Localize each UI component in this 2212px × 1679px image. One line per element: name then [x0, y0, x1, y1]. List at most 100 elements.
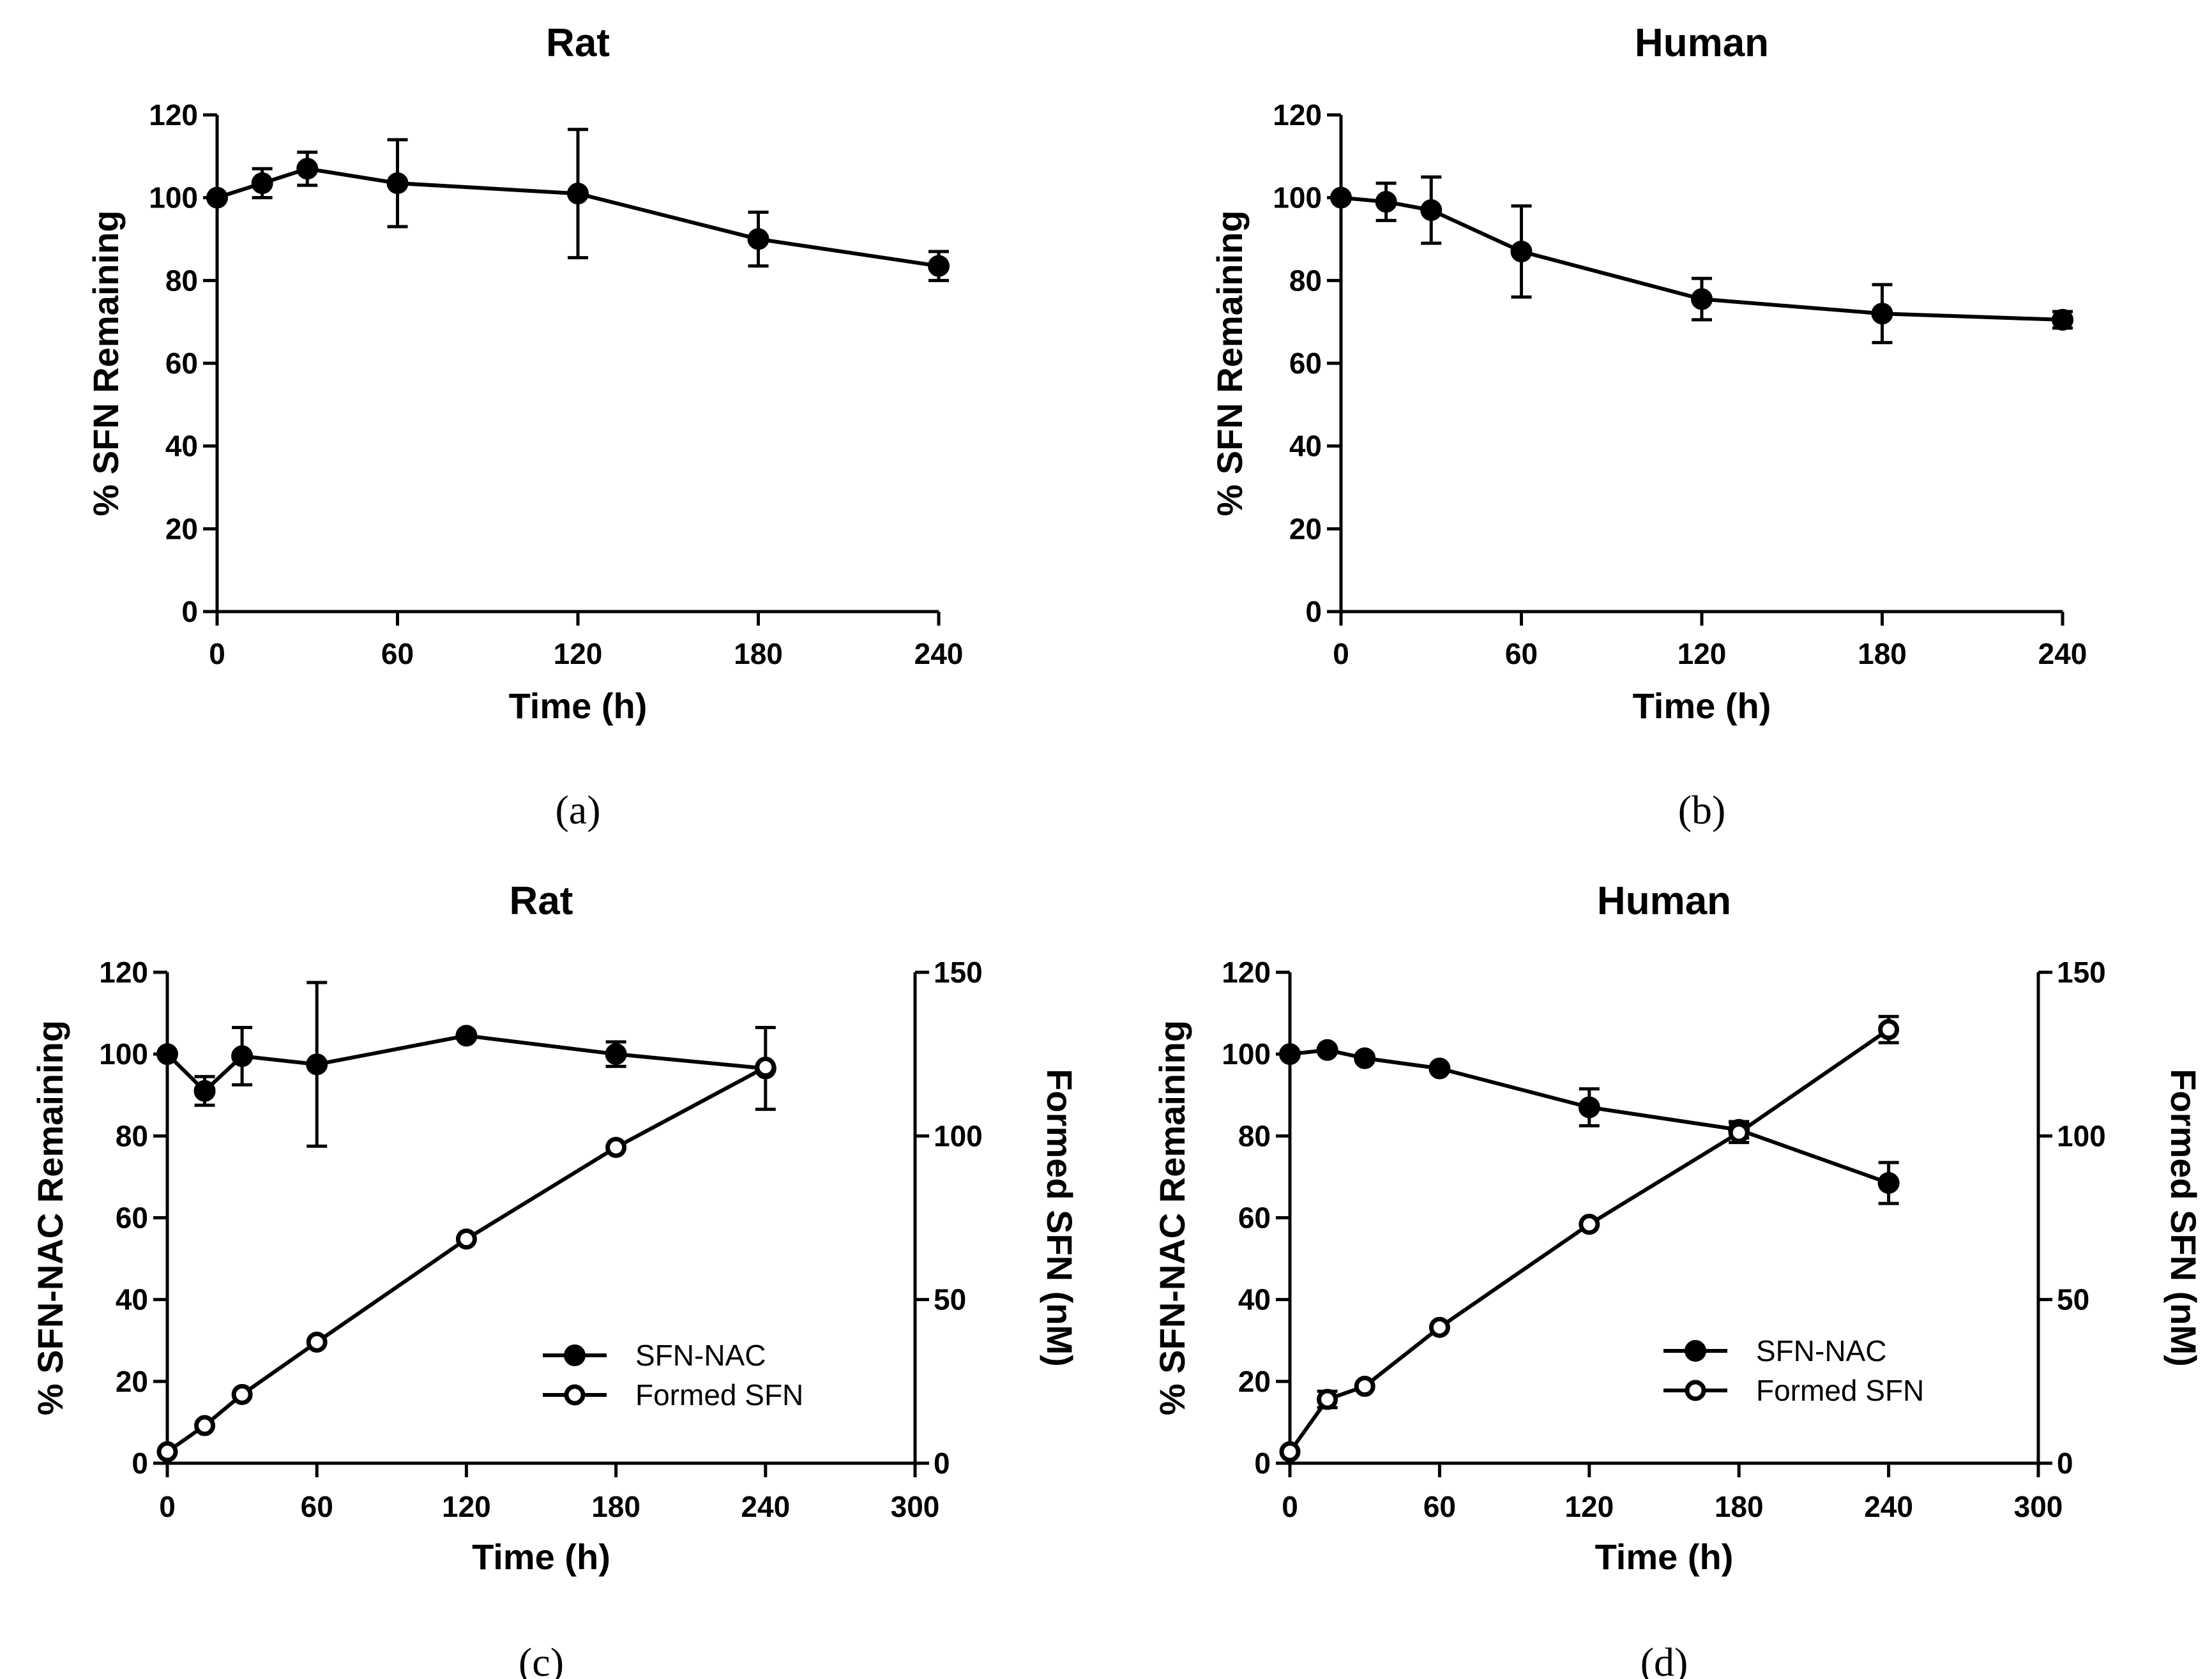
data-point	[1691, 288, 1713, 310]
x-tick-label: 180	[591, 1490, 640, 1523]
chart-title: Rat	[510, 879, 573, 923]
data-point	[306, 1331, 328, 1353]
data-point	[193, 1080, 216, 1102]
data-point	[605, 1043, 627, 1065]
data-point	[1579, 1214, 1600, 1235]
series-sfn	[206, 128, 950, 282]
data-point	[1871, 303, 1893, 325]
chart-panel-c: Rat 0 20 40 60 80 100 120 0 60 120 180 240 300 0 50 100 1…	[30, 879, 1080, 1679]
chart-panel-a: Rat 0 20 40 60 80 100 120 0 60 120 180 240 Time (h) % …	[86, 21, 963, 832]
y-axis-label: % SFN-NAC Remaining	[1152, 1020, 1192, 1415]
y2-tick-label: 100	[934, 1119, 983, 1152]
data-point	[1354, 1047, 1376, 1069]
x-tick-label: 240	[1864, 1490, 1913, 1523]
y-tick-label: 20	[1289, 512, 1322, 545]
data-point	[605, 1136, 627, 1158]
y-tick-label: 120	[99, 956, 148, 989]
panel-caption: (b)	[1678, 787, 1726, 832]
y-tick-label: 100	[149, 181, 198, 215]
y-tick-label: 20	[116, 1365, 148, 1398]
y-tick-label: 120	[149, 98, 198, 132]
series-sfn-nac	[1279, 1039, 1900, 1205]
y-tick-label: 120	[1222, 956, 1271, 989]
y2-tick-label: 0	[2057, 1447, 2073, 1480]
legend-label: Formed SFN	[1756, 1374, 1924, 1407]
y-tick-label: 40	[1238, 1283, 1271, 1316]
y2-axis-label: Formed SFN (nM)	[2163, 1069, 2204, 1367]
data-point	[296, 158, 319, 180]
data-point	[1316, 1039, 1338, 1061]
x-axis-label: Time (h)	[1595, 1537, 1734, 1577]
x-tick-label: 240	[2038, 637, 2087, 670]
y-axis-label: % SFN Remaining	[86, 210, 126, 516]
x-tick-label: 120	[442, 1490, 491, 1523]
data-point	[455, 1228, 477, 1250]
x-tick-label: 0	[1282, 1490, 1298, 1523]
chart-title: Human	[1635, 21, 1769, 65]
data-point	[1279, 1441, 1301, 1463]
y-tick-label: 60	[116, 1201, 148, 1235]
x-tick-label: 240	[741, 1490, 790, 1523]
data-point	[1420, 199, 1443, 222]
legend-label: SFN-NAC	[1756, 1334, 1886, 1367]
legend-marker	[564, 1384, 586, 1406]
y-tick-label: 100	[1273, 181, 1322, 215]
y-tick-label: 80	[1238, 1119, 1271, 1152]
y-tick-label: 20	[1238, 1365, 1271, 1398]
y-tick-label: 80	[1289, 264, 1322, 297]
data-point	[386, 172, 409, 194]
data-point	[1510, 240, 1533, 262]
data-point	[1354, 1376, 1375, 1397]
data-point	[194, 1415, 216, 1436]
data-point	[1317, 1389, 1338, 1410]
data-point	[1578, 1096, 1600, 1118]
data-point	[747, 228, 769, 250]
y-tick-label: 100	[99, 1037, 148, 1071]
x-tick-label: 180	[734, 637, 783, 670]
x-tick-label: 0	[159, 1490, 176, 1523]
y2-axis-label: Formed SFN (nM)	[1040, 1069, 1080, 1367]
data-point	[1428, 1316, 1450, 1338]
y-tick-label: 80	[116, 1119, 148, 1152]
data-point	[231, 1383, 253, 1405]
x-axis-label: Time (h)	[509, 686, 648, 726]
y-tick-label: 0	[1254, 1447, 1271, 1480]
legend: SFN-NAC Formed SFN	[543, 1339, 803, 1412]
data-point	[306, 1053, 328, 1076]
y2-tick-label: 50	[934, 1283, 966, 1316]
data-point	[1877, 1172, 1900, 1194]
x-tick-label: 60	[1505, 637, 1538, 670]
x-tick-label: 0	[1333, 637, 1349, 670]
y2-tick-label: 150	[934, 956, 983, 989]
x-axis-label: Time (h)	[472, 1537, 610, 1577]
series-sfn-nac	[156, 981, 776, 1148]
x-tick-label: 180	[1715, 1490, 1764, 1523]
data-point	[231, 1045, 254, 1067]
data-point	[2052, 308, 2073, 331]
x-tick-label: 120	[554, 637, 603, 670]
x-tick-label: 300	[2014, 1490, 2063, 1523]
data-point	[206, 186, 228, 209]
legend: SFN-NAC Formed SFN	[1663, 1334, 1924, 1407]
x-tick-label: 120	[1564, 1490, 1614, 1523]
y-tick-label: 100	[1222, 1037, 1271, 1071]
data-point	[455, 1025, 478, 1047]
data-point	[1728, 1122, 1750, 1143]
data-point	[251, 172, 273, 194]
y2-tick-label: 150	[2057, 956, 2106, 989]
y-tick-label: 0	[132, 1447, 148, 1480]
x-tick-label: 180	[1858, 637, 1907, 670]
series-formed-sfn	[1279, 1014, 1900, 1463]
data-point	[1375, 191, 1397, 213]
x-tick-label: 300	[891, 1490, 940, 1523]
x-tick-label: 240	[914, 637, 964, 670]
y-tick-label: 80	[165, 264, 198, 297]
data-point	[156, 1043, 178, 1065]
data-point	[567, 183, 589, 205]
y2-tick-label: 0	[934, 1447, 950, 1480]
x-axis-label: Time (h)	[1633, 686, 1771, 726]
y-axis-label: % SFN-NAC Remaining	[30, 1020, 70, 1415]
legend-marker	[564, 1344, 586, 1366]
y-axis-label: % SFN Remaining	[1209, 210, 1250, 516]
panel-caption: (c)	[519, 1639, 564, 1679]
